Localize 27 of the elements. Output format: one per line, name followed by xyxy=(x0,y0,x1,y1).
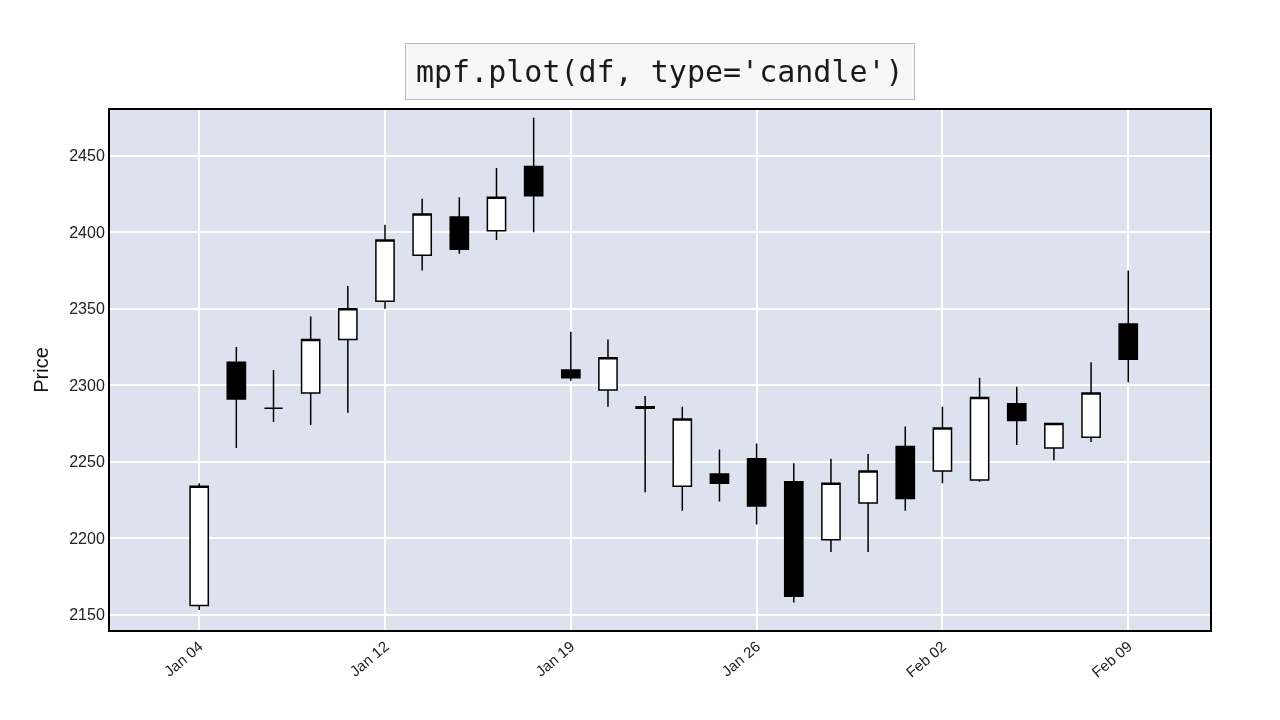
y-tick-label: 2250 xyxy=(69,453,105,471)
candlestick xyxy=(783,462,804,604)
x-tick-label: Jan 04 xyxy=(160,637,206,680)
y-tick-label: 2350 xyxy=(69,300,105,318)
text: mpf.plot(df, type='candle') xyxy=(416,54,904,89)
x-tick-label: Jan 12 xyxy=(346,637,392,680)
x-tick-label: Jan 19 xyxy=(532,637,578,680)
candlestick xyxy=(1118,269,1139,383)
candlestick xyxy=(523,116,544,234)
y-tick-label: 2400 xyxy=(69,223,105,241)
candlestick xyxy=(560,331,581,382)
y-tick-label: 2300 xyxy=(69,376,105,394)
candlestick xyxy=(263,369,284,423)
candlestick xyxy=(449,196,470,255)
x-tick-label: Feb 02 xyxy=(902,637,950,681)
candlestick xyxy=(1006,386,1027,446)
candlestick xyxy=(709,448,730,503)
y-tick-label: 2450 xyxy=(69,147,105,165)
candlestick xyxy=(895,425,916,512)
y-axis-title: Price xyxy=(30,347,53,393)
candlestick xyxy=(226,346,247,449)
x-tick-label: Jan 26 xyxy=(717,637,764,680)
y-tick-label: 2150 xyxy=(69,606,105,624)
candlestick xyxy=(635,395,655,494)
candlestick xyxy=(746,442,767,526)
y-tick-label: 2200 xyxy=(69,529,105,547)
x-tick-label: Feb 09 xyxy=(1088,637,1135,681)
